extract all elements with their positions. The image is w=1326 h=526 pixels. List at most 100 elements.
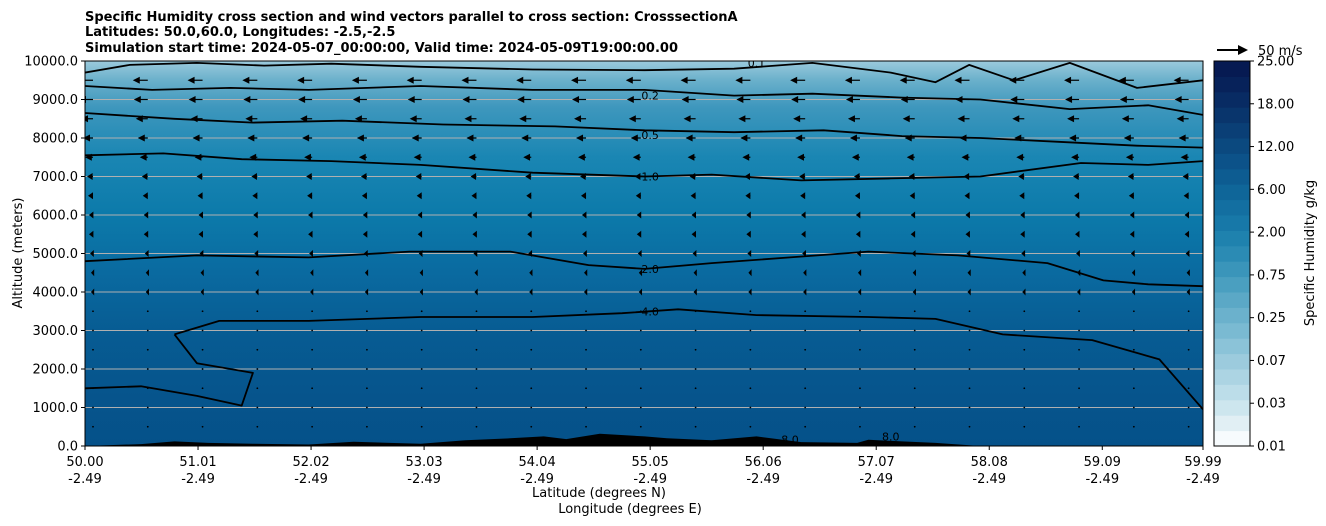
wind-vector xyxy=(92,425,94,428)
wind-vector-head xyxy=(406,76,414,84)
wind-vector xyxy=(694,425,697,428)
wind-vector-head xyxy=(1128,192,1134,200)
wind-vector-head xyxy=(959,134,967,142)
wind-vector-head xyxy=(525,173,531,180)
colorbar-band xyxy=(1214,122,1250,139)
colorbar-band xyxy=(1214,199,1250,216)
x-tick-label-lon: -2.49 xyxy=(972,472,1006,487)
wind-vector-head xyxy=(517,96,525,103)
y-tick-label: 3000.0 xyxy=(33,324,79,339)
y-tick-label: 1000.0 xyxy=(33,401,79,416)
wind-vector-head xyxy=(1186,288,1190,296)
wind-vector-head xyxy=(141,173,148,180)
wind-vector xyxy=(804,329,807,332)
wind-vector xyxy=(366,329,368,332)
wind-vector-head xyxy=(964,192,970,200)
colorbar-tick-label: 12.00 xyxy=(1257,140,1294,155)
wind-vector-head xyxy=(472,230,477,238)
wind-vector-head xyxy=(1064,76,1072,84)
wind-vector xyxy=(804,310,807,313)
wind-vector-head xyxy=(851,153,859,161)
wind-vector-head xyxy=(472,211,477,219)
wind-vector-head xyxy=(691,230,697,238)
wind-vector-head xyxy=(746,211,751,219)
wind-vector-head xyxy=(1129,211,1135,219)
wind-vector-head xyxy=(1118,76,1126,84)
colorbar-frame xyxy=(1213,60,1251,447)
wind-vector-head xyxy=(199,250,204,257)
wind-vector-head xyxy=(306,173,312,180)
colorbar-band xyxy=(1214,184,1250,201)
colorbar-band xyxy=(1214,307,1250,324)
wind-vector-head xyxy=(1180,153,1188,161)
terrain xyxy=(85,433,1203,446)
wind-vector xyxy=(585,348,587,351)
wind-vector-head xyxy=(415,173,422,180)
wind-vector xyxy=(366,406,368,409)
wind-vector xyxy=(311,310,314,313)
wind-vector-head xyxy=(1131,269,1136,277)
wind-vector-head xyxy=(1077,269,1081,277)
wind-vector-head xyxy=(253,230,258,238)
wind-vector-head xyxy=(634,173,641,180)
y-tick-label: 6000.0 xyxy=(33,209,79,224)
wind-vector-head xyxy=(1123,134,1131,142)
wind-vector xyxy=(475,406,478,409)
wind-vector-head xyxy=(965,211,970,219)
wind-vector-head xyxy=(900,96,908,103)
wind-vector-head xyxy=(693,269,697,277)
wind-vector-head xyxy=(1073,173,1079,180)
wind-vector-head xyxy=(1174,96,1182,103)
contour-label: 2.0 xyxy=(641,263,659,276)
wind-vector-head xyxy=(407,96,415,103)
wind-vector-head xyxy=(632,153,640,161)
wind-vector-head xyxy=(736,96,744,103)
wind-vector xyxy=(694,310,697,313)
wind-vector-head xyxy=(638,269,643,277)
wind-vector-head xyxy=(957,115,965,123)
wind-vector xyxy=(256,310,259,313)
wind-vector-head xyxy=(576,134,584,142)
wind-vector-head xyxy=(747,250,752,257)
wind-vector xyxy=(146,329,149,332)
wind-vector-head xyxy=(625,76,633,84)
wind-vector-head xyxy=(139,153,147,161)
wind-vector xyxy=(530,310,533,313)
wind-vector-head xyxy=(801,211,806,219)
x-tick-label-lat: 53.03 xyxy=(405,455,442,470)
wind-vector xyxy=(968,348,971,351)
wind-vector-head xyxy=(965,230,970,238)
wind-vector xyxy=(1187,368,1190,370)
wind-vector-head xyxy=(474,288,478,296)
wind-vector-head xyxy=(791,96,799,103)
wind-vector-head xyxy=(693,288,697,296)
wind-vector xyxy=(1132,368,1135,370)
wind-vector xyxy=(1023,387,1026,390)
wind-vector-head xyxy=(1173,76,1181,84)
wind-vector-head xyxy=(800,192,806,200)
wind-vector-head xyxy=(1178,134,1186,142)
wind-vector xyxy=(1132,425,1135,428)
horizontal-gridlines xyxy=(85,99,1203,408)
wind-vector-head xyxy=(413,153,421,161)
quiver-key-label: 50 m/s xyxy=(1258,44,1303,59)
wind-vector-head xyxy=(692,250,697,257)
wind-vector xyxy=(859,387,861,390)
wind-vector xyxy=(913,348,916,351)
wind-vector-head xyxy=(680,76,688,84)
wind-vector-head xyxy=(1012,115,1020,123)
wind-vector-head xyxy=(1131,288,1136,296)
wind-vector xyxy=(311,329,314,332)
wind-vector xyxy=(146,425,149,428)
wind-vector-head xyxy=(254,250,259,257)
wind-vector-head xyxy=(1010,96,1018,103)
x-axis-label-longitude: Longitude (degrees E) xyxy=(558,502,702,517)
x-tick-label-lat: 57.07 xyxy=(858,455,895,470)
wind-vector-head xyxy=(1019,192,1025,200)
wind-vector-head xyxy=(857,269,862,277)
wind-vectors xyxy=(85,76,1190,428)
x-tick-label-lat: 52.02 xyxy=(292,455,329,470)
wind-vector-head xyxy=(584,288,588,296)
x-tick-label-lat: 55.05 xyxy=(632,455,669,470)
wind-vector-head xyxy=(297,76,305,84)
